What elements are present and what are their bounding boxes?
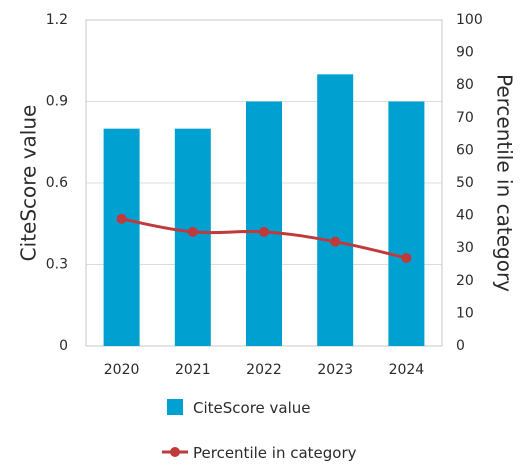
x-tick-label: 2023 [317,362,353,378]
y-tick-label: 1.2 [46,12,68,28]
x-tick-label: 2022 [246,362,282,378]
y2-tick-label: 90 [456,45,474,61]
legend-swatch-marker [170,447,180,457]
y2-tick-label: 50 [456,175,474,191]
x-tick-label: 2020 [104,362,140,378]
y-tick-label: 0.6 [46,175,68,191]
line-point-2024 [401,252,412,263]
y2-tick-label: 10 [456,305,474,321]
x-tick-label: 2021 [175,362,211,378]
x-tick-label: 2024 [389,362,425,378]
x-axis-ticks: 2020 2021 2022 2023 2024 [104,362,425,378]
legend: CiteScore value Percentile in category [162,399,357,462]
y2-tick-label: 20 [456,273,474,289]
legend-label-bar: CiteScore value [193,399,311,417]
bar-2023 [317,74,354,346]
y2-tick-label: 0 [456,338,465,354]
y2-tick-label: 100 [456,12,483,28]
bar-2020 [103,128,140,346]
legend-swatch-bar [167,399,183,415]
y2-tick-label: 80 [456,77,474,93]
line-series [116,213,412,263]
y-axis-title: CiteScore value [17,105,41,262]
line-point-2021 [187,226,198,237]
line-point-2022 [259,226,269,237]
y2-axis-title: Percentile in category [493,74,517,292]
y-tick-label: 0.3 [46,257,68,273]
right-axis-ticks: 0 10 20 30 40 50 60 70 80 90 100 [456,12,483,354]
bar-series [103,74,425,346]
y2-tick-label: 40 [456,208,474,224]
bar-2022 [246,101,282,346]
line-point-2020 [116,213,127,224]
y-tick-label: 0.9 [46,94,68,110]
y2-tick-label: 60 [456,142,474,158]
line-point-2023 [330,236,341,247]
bar-2024 [388,101,425,346]
bar-2021 [174,128,211,346]
y2-tick-label: 70 [456,110,474,126]
y-tick-label: 0 [59,338,68,354]
y2-tick-label: 30 [456,240,474,256]
left-axis-ticks: 0 0.3 0.6 0.9 1.2 [46,12,68,354]
legend-label-line: Percentile in category [193,444,357,462]
